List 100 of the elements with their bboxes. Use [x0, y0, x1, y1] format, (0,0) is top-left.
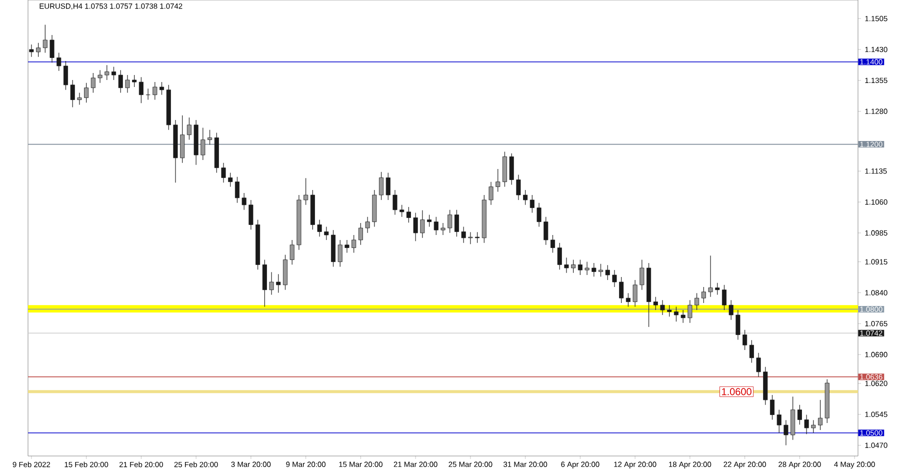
candlestick: [56, 52, 62, 72]
candlestick: [605, 264, 610, 280]
candlestick: [749, 340, 754, 364]
candlestick: [248, 200, 254, 230]
candlestick: [509, 153, 514, 185]
candlestick: [619, 276, 624, 304]
candlestick: [317, 219, 322, 237]
candlestick: [276, 274, 281, 294]
candlestick: [626, 292, 630, 308]
candlestick: [516, 174, 521, 200]
candlestick: [208, 130, 212, 146]
candlestick: [742, 330, 748, 350]
candlestick: [544, 216, 548, 246]
candlestick: [496, 168, 500, 192]
candlestick: [440, 222, 446, 236]
candlestick: [70, 80, 75, 108]
candlestick: [475, 232, 480, 244]
candlestick: [77, 92, 82, 106]
candlestick: [104, 64, 110, 80]
candlestick: [488, 182, 494, 206]
candlestick: [523, 190, 528, 206]
candlestick: [584, 262, 590, 276]
candlestick: [688, 300, 692, 324]
candlestick: [804, 414, 809, 434]
candlestick: [132, 74, 137, 88]
candlestick: [358, 222, 363, 246]
candlestick: [550, 234, 556, 254]
candlestick: [42, 24, 48, 54]
candlestick: [50, 34, 54, 63]
candlestick: [784, 420, 788, 446]
candlestick: [660, 300, 665, 316]
candlestick: [530, 194, 534, 214]
candlestick: [632, 280, 638, 308]
candlestick: [200, 128, 206, 160]
candlestick: [571, 259, 576, 274]
candlestick: [674, 306, 678, 322]
candlestick: [125, 74, 130, 94]
candlestick: [592, 262, 596, 277]
candlestick: [338, 240, 342, 268]
candlestick: [90, 72, 96, 94]
candlestick: [386, 172, 390, 200]
candlestick: [715, 282, 720, 296]
candlestick: [694, 292, 700, 310]
candlestick: [701, 286, 706, 304]
candlestick: [344, 240, 350, 254]
candlestick: [728, 300, 734, 320]
candlestick: [365, 216, 370, 234]
candlestick: [180, 115, 185, 164]
candlestick: [612, 270, 617, 288]
candlestick: [448, 210, 452, 234]
candlestick: [234, 176, 240, 204]
candlestick: [228, 172, 233, 188]
candlestick: [708, 255, 713, 298]
candlestick: [186, 117, 192, 140]
candlestick: [304, 178, 308, 206]
candlestick: [818, 400, 823, 430]
candlestick: [413, 212, 418, 242]
candlestick: [564, 257, 569, 274]
candlestick: [379, 172, 384, 200]
candlestick: [392, 190, 398, 216]
candlestick: [352, 234, 356, 254]
candlestick: [680, 310, 686, 324]
candlestick: [427, 214, 432, 228]
candlestick: [598, 264, 604, 277]
candlestick: [160, 82, 164, 96]
candlestick: [138, 76, 144, 104]
candlestick: [797, 404, 802, 425]
candlestick: [434, 216, 438, 236]
candlestick: [722, 284, 726, 310]
candlestick: [221, 162, 226, 183]
candlestick: [536, 202, 542, 228]
annotation: 1.0600: [722, 388, 752, 396]
candlestick: [557, 242, 562, 270]
candlestick: [29, 44, 34, 58]
candlestick: [36, 42, 41, 58]
candlestick: [324, 226, 329, 240]
candlestick: [269, 272, 274, 296]
candlestick: [400, 204, 404, 218]
candlestick: [811, 420, 816, 434]
candlestick: [736, 310, 740, 340]
candlestick: [667, 304, 672, 317]
candlestick: [420, 210, 425, 238]
candlestick: [770, 394, 775, 420]
candlestick: [756, 352, 761, 378]
candlestick: [242, 192, 246, 210]
candlestick: [111, 66, 116, 80]
candlestick: [118, 70, 123, 94]
candlestick: [578, 259, 582, 276]
candlestick: [63, 60, 68, 90]
candlestick: [406, 206, 411, 223]
candlestick: [640, 259, 644, 290]
candlestick: [84, 82, 89, 103]
candlestick: [152, 82, 158, 100]
candlestick: [468, 232, 473, 244]
candlestick: [290, 240, 294, 265]
candlestick: [454, 210, 459, 237]
candlestick: [653, 296, 658, 310]
candlestick: [461, 226, 466, 244]
candlestick: [776, 410, 782, 434]
candlestick: [98, 70, 102, 84]
